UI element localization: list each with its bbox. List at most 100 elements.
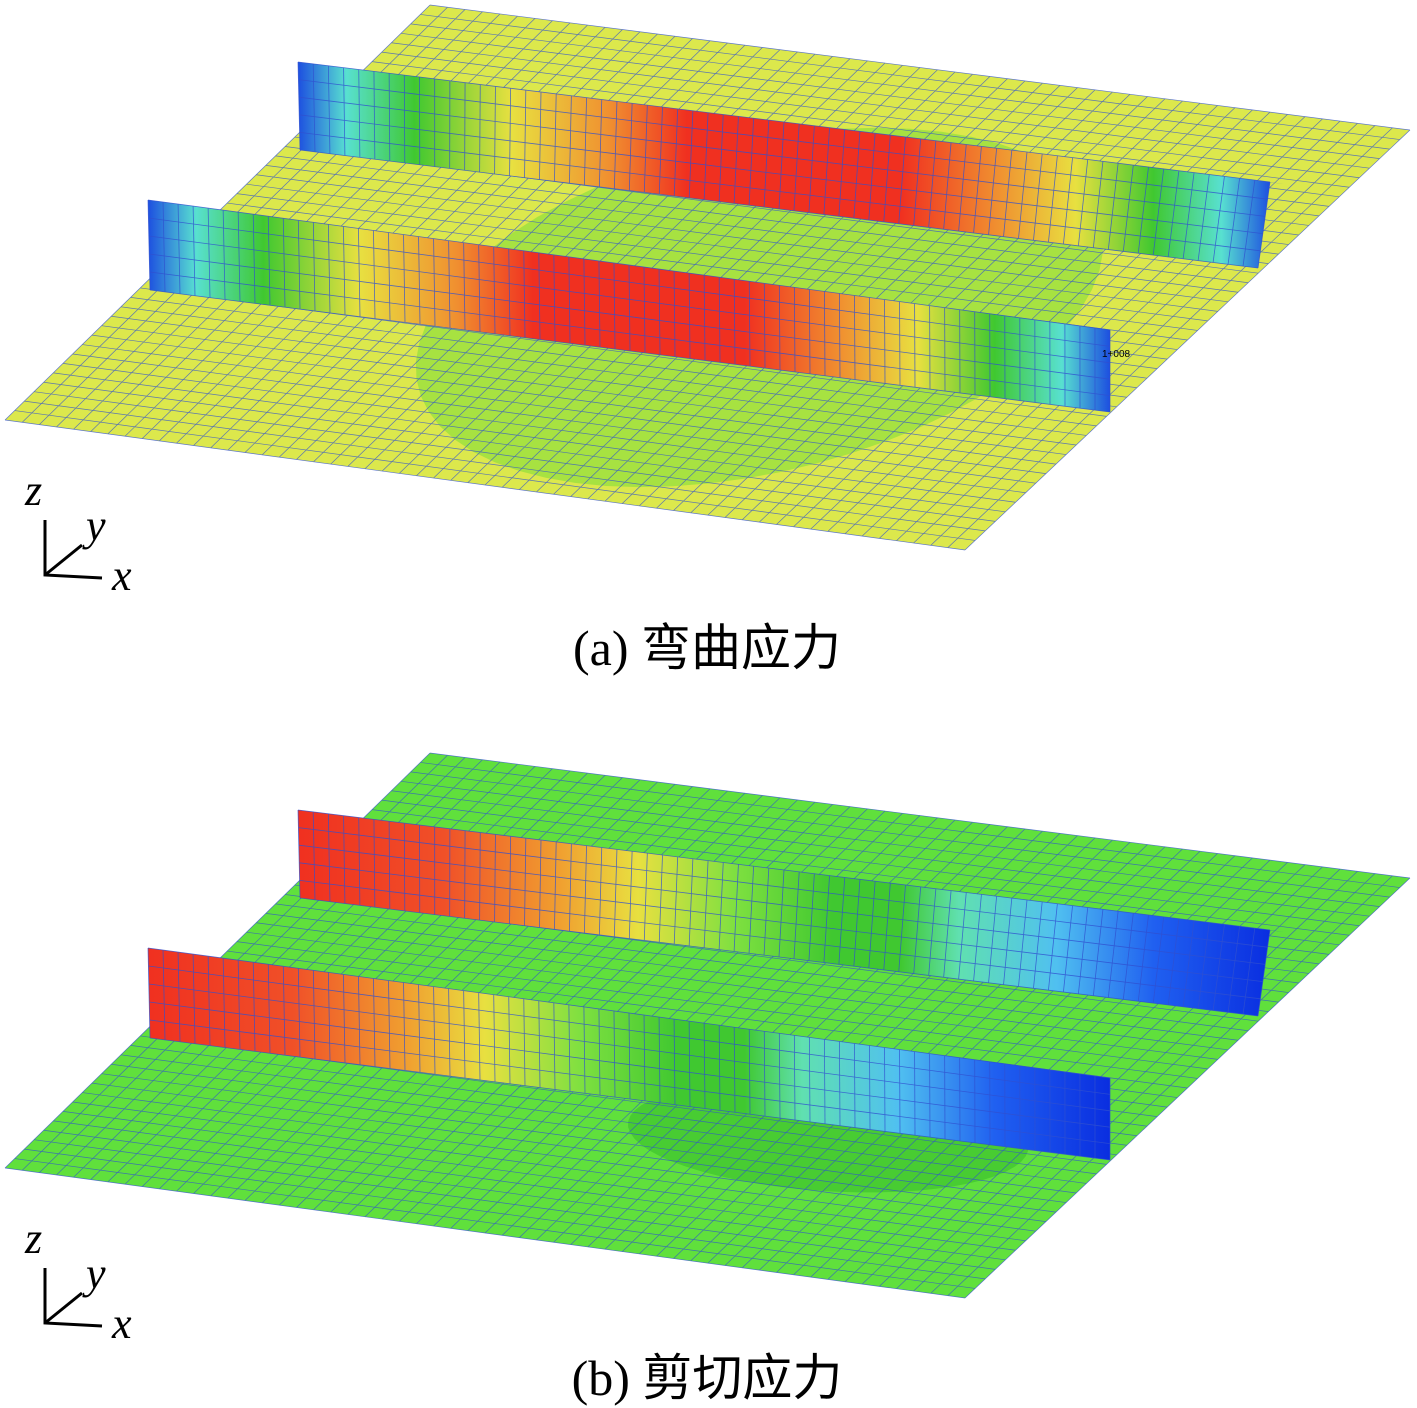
mesh-line <box>763 1031 766 1117</box>
mesh-line <box>838 877 846 965</box>
mesh-line <box>237 212 241 302</box>
mesh-line <box>554 93 557 182</box>
mesh-line <box>883 135 891 222</box>
mesh-line <box>192 206 196 296</box>
mesh-line <box>1167 918 1180 1005</box>
mesh-line <box>1107 163 1119 250</box>
mesh-line <box>838 129 846 217</box>
mesh-line <box>479 832 481 921</box>
mesh-line <box>1092 909 1104 996</box>
mesh-line <box>643 1015 646 1101</box>
mesh-line <box>299 897 1259 1017</box>
mesh-line <box>509 88 512 176</box>
mesh-line <box>43 1129 1006 1261</box>
mesh-line <box>267 216 271 306</box>
mesh-line <box>297 809 301 899</box>
mesh-line <box>1077 159 1089 246</box>
mesh-line <box>91 334 1057 465</box>
mesh-line <box>420 762 1400 888</box>
mesh-line <box>24 1148 986 1280</box>
axis-label: x <box>111 1299 132 1348</box>
plate-mesh <box>4 752 1411 1299</box>
mesh-line <box>343 226 346 315</box>
mesh-line <box>1092 161 1104 248</box>
mesh-line <box>147 199 151 291</box>
mesh-line <box>448 988 451 1077</box>
mesh-line <box>327 813 331 902</box>
mesh-line <box>598 1008 601 1096</box>
mesh-line <box>1152 168 1165 256</box>
mesh-line <box>778 1033 781 1119</box>
mesh-line <box>236 193 1208 322</box>
mesh-line <box>222 210 226 300</box>
caption: (b) 剪切应力 <box>572 1350 843 1406</box>
mesh-line <box>265 912 1239 1041</box>
mesh-line <box>410 771 1390 898</box>
mesh-line <box>538 252 541 340</box>
mesh-line <box>718 114 724 202</box>
mesh-line <box>327 65 331 154</box>
mesh-line <box>177 952 181 1042</box>
mesh-line <box>373 819 376 908</box>
mesh-line <box>839 293 841 378</box>
mesh-line <box>72 353 1036 484</box>
mesh-line <box>478 244 481 332</box>
mesh-line <box>400 780 1380 907</box>
mesh-line <box>403 982 406 1071</box>
axis-label: y <box>82 501 106 550</box>
mesh-line <box>388 980 391 1069</box>
mesh-line <box>538 1000 541 1088</box>
mesh-line <box>4 1167 966 1299</box>
mesh-line <box>554 841 557 930</box>
mesh-line <box>523 250 526 338</box>
mesh-line <box>147 199 1111 331</box>
mesh-line <box>643 853 648 941</box>
mesh-line <box>282 218 286 308</box>
mesh-line <box>149 289 1111 413</box>
mesh-line <box>82 344 1046 474</box>
mesh-line <box>733 116 739 204</box>
mesh-line <box>381 51 1360 179</box>
mesh-line <box>24 400 986 532</box>
mesh-line <box>913 886 922 974</box>
mesh-line <box>373 230 376 319</box>
mesh-line <box>265 164 1239 293</box>
mesh-line <box>583 258 586 346</box>
mesh-line <box>192 954 196 1044</box>
mesh-line <box>823 875 830 963</box>
axis-triad <box>44 543 83 577</box>
mesh-line <box>148 217 1111 347</box>
mesh-line <box>748 1029 751 1115</box>
mesh-line <box>373 978 376 1067</box>
stiffener-mesh <box>297 809 1271 1017</box>
mesh-line <box>868 133 876 221</box>
mesh-line <box>883 883 891 970</box>
mesh-line <box>763 868 770 956</box>
mesh-line <box>524 838 527 926</box>
mesh-line <box>463 990 466 1079</box>
mesh-line <box>643 267 646 353</box>
mesh-line <box>539 91 542 180</box>
mesh-line <box>553 1002 556 1090</box>
mesh-line <box>613 101 618 189</box>
mesh-line <box>1048 155 1058 243</box>
mesh-line <box>1122 165 1134 252</box>
mesh-line <box>958 144 967 232</box>
mesh-line <box>72 1101 1036 1232</box>
mesh-line <box>523 998 526 1086</box>
mesh-line <box>275 903 1249 1032</box>
mesh-line <box>298 844 1266 965</box>
mesh-line <box>227 950 1198 1079</box>
mesh-line <box>494 86 496 174</box>
mesh-line <box>658 854 663 943</box>
mesh-line <box>748 118 755 206</box>
mesh-line <box>1227 926 1241 1013</box>
mesh-line <box>778 121 785 210</box>
mesh-line <box>1257 929 1271 1017</box>
mesh-line <box>433 986 436 1075</box>
mesh-line <box>479 84 481 173</box>
mesh-line <box>808 289 811 374</box>
mesh-line <box>343 815 346 904</box>
mesh-line <box>823 127 830 215</box>
mesh-line <box>91 1082 1057 1213</box>
